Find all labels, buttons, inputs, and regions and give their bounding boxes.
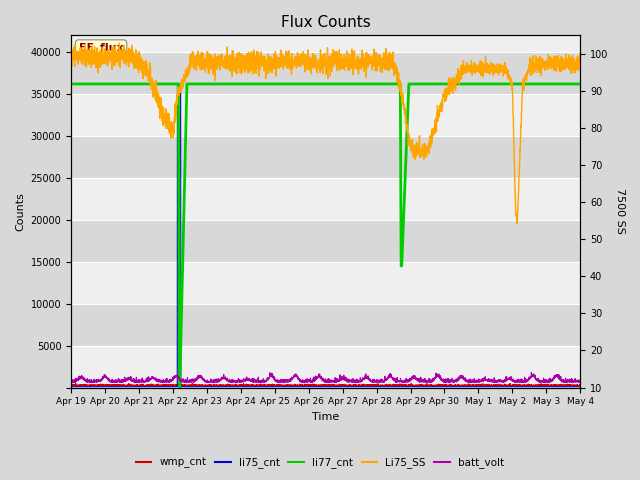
X-axis label: Time: Time <box>312 412 339 422</box>
Bar <box>71 346 580 387</box>
Y-axis label: 7500 SS: 7500 SS <box>615 189 625 234</box>
Bar <box>71 36 580 52</box>
Bar <box>71 94 580 136</box>
Text: EE_flux: EE_flux <box>79 43 124 53</box>
Legend: wmp_cnt, li75_cnt, li77_cnt, Li75_SS, batt_volt: wmp_cnt, li75_cnt, li77_cnt, Li75_SS, ba… <box>131 453 509 472</box>
Y-axis label: Counts: Counts <box>15 192 25 231</box>
Title: Flux Counts: Flux Counts <box>281 15 371 30</box>
Bar <box>71 178 580 220</box>
Bar <box>71 262 580 304</box>
